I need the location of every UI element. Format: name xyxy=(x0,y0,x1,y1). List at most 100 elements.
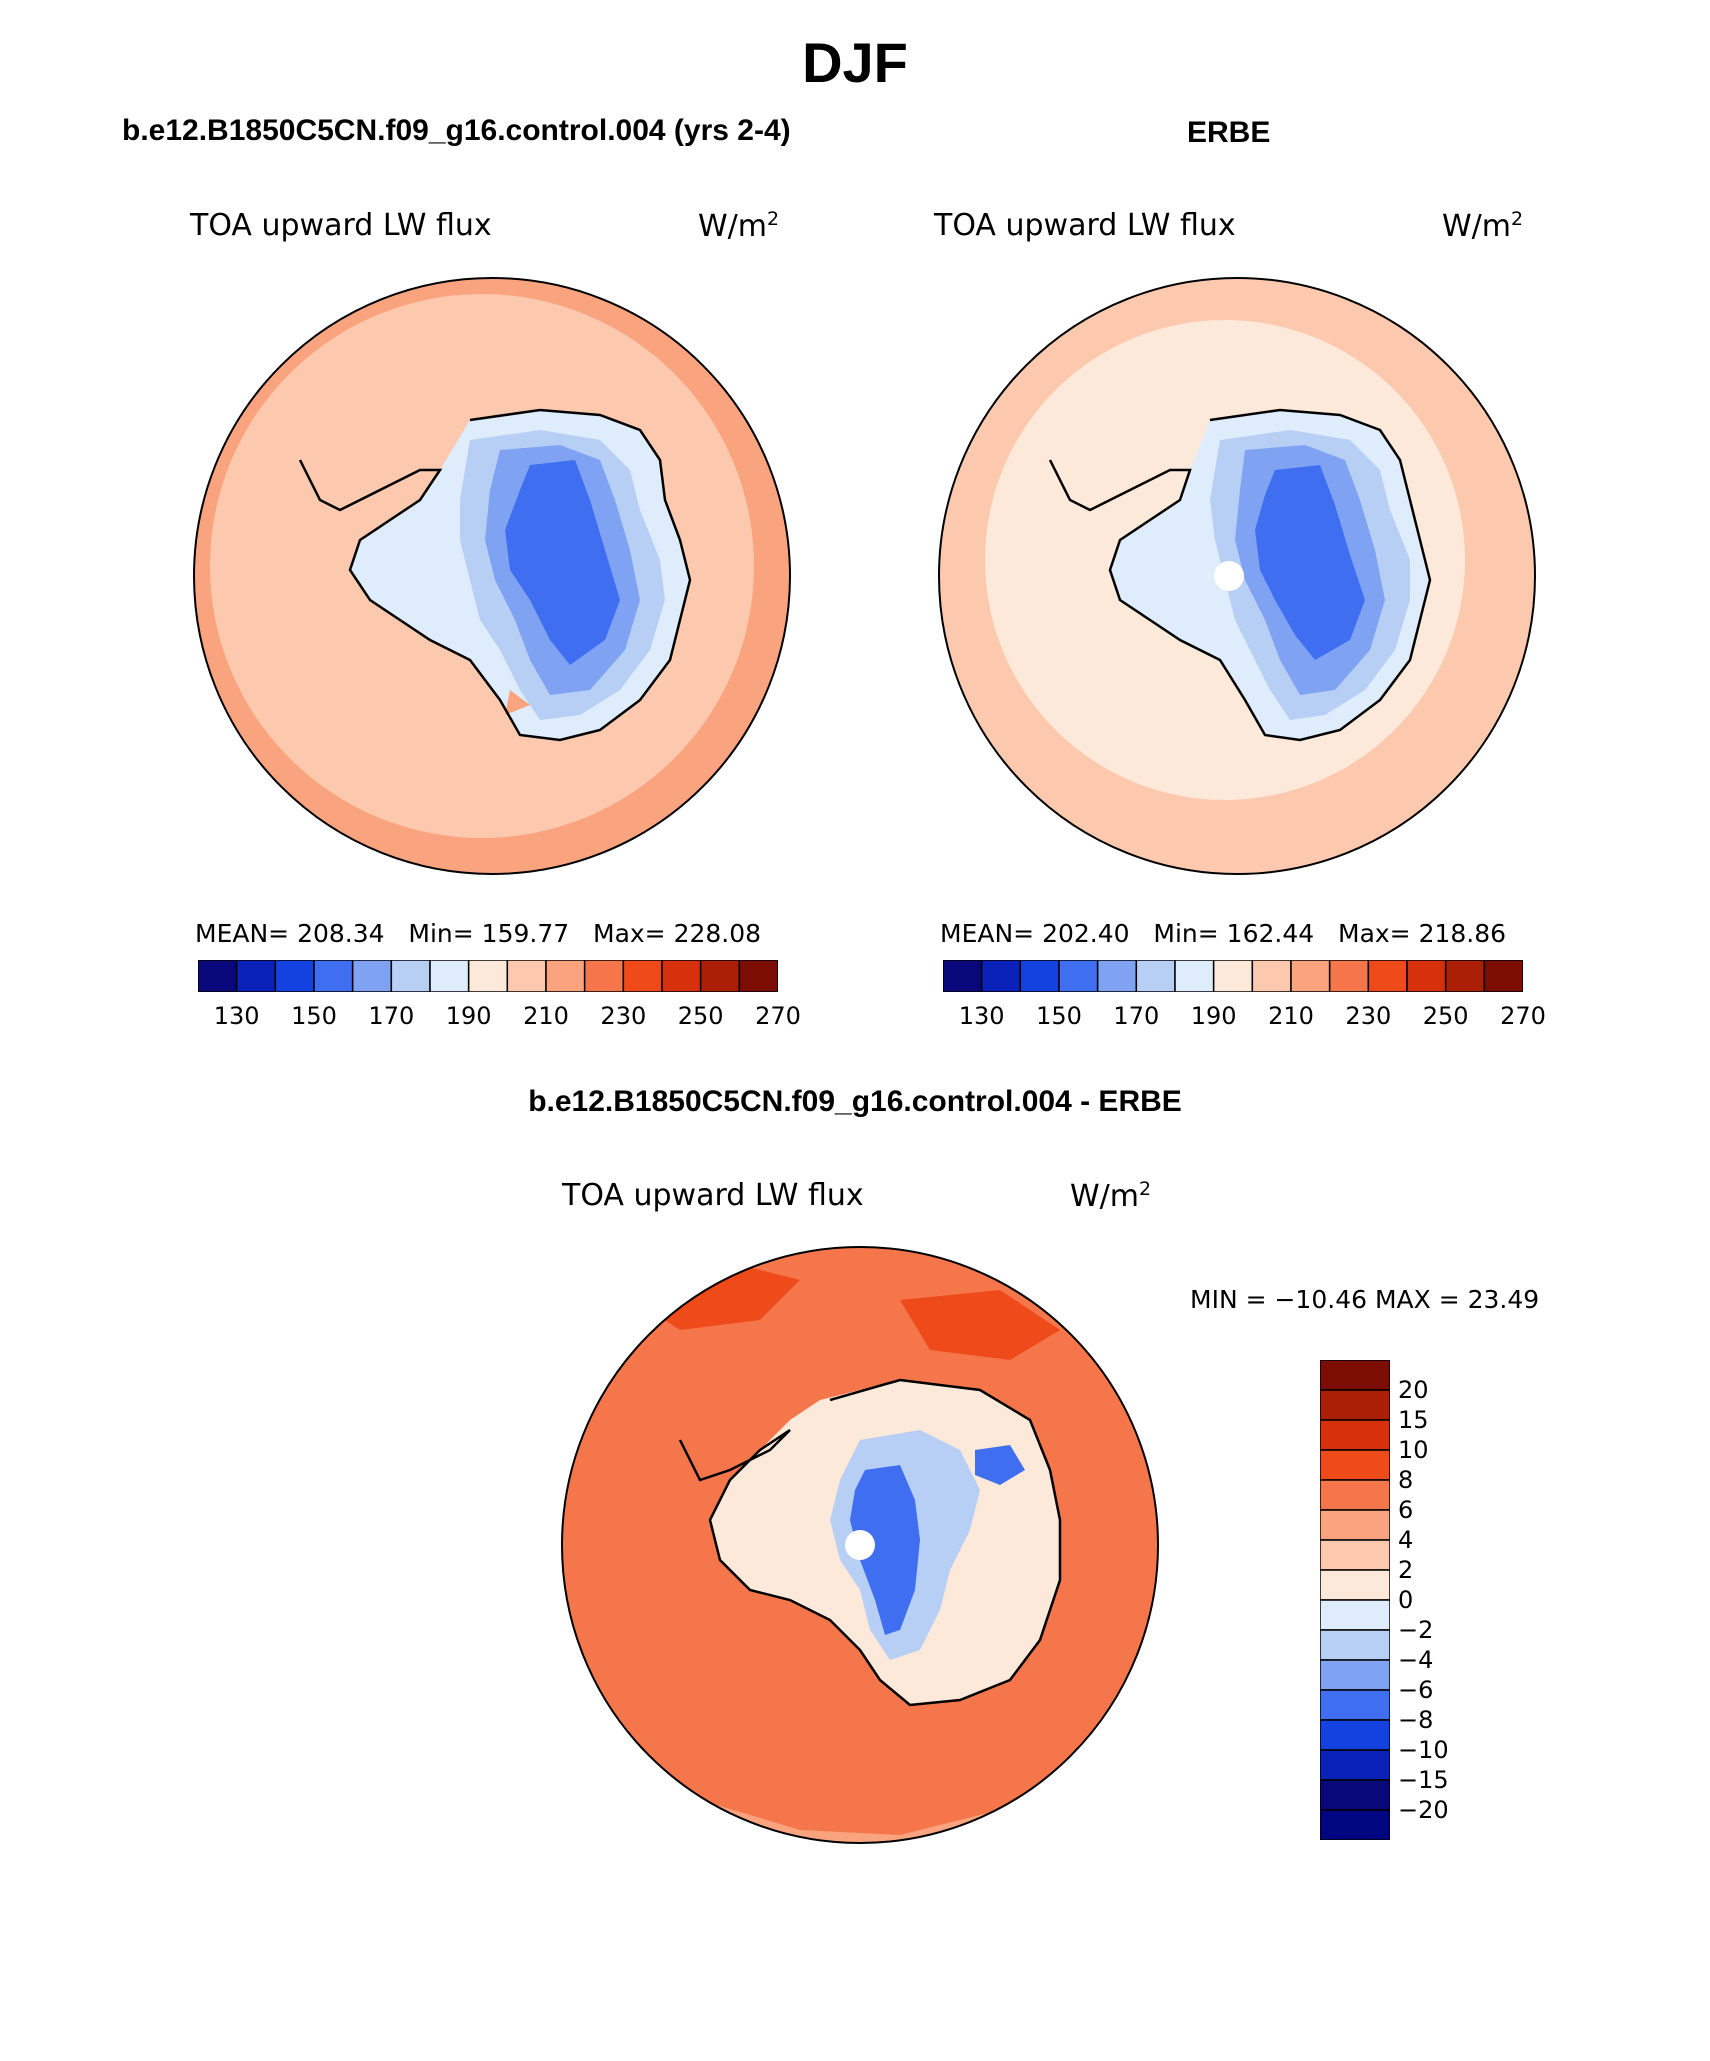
colorbar-tick-label: 150 xyxy=(291,1002,337,1030)
colorbar-swatch xyxy=(1174,960,1215,992)
colorbar-swatch xyxy=(980,960,1022,992)
colorbar-swatch xyxy=(1320,1509,1390,1541)
panel-2-case-title: ERBE xyxy=(1187,116,1271,149)
colorbar-swatch xyxy=(274,960,315,992)
diff-minmax-label: MIN = −10.46 MAX = 23.49 xyxy=(1190,1285,1540,1314)
colorbar-tick-label: 190 xyxy=(445,1002,492,1030)
panel-3-coastline xyxy=(678,1378,1062,1707)
colorbar-tick-label: 170 xyxy=(1113,1002,1160,1030)
colorbar-tick-label: 0 xyxy=(1398,1586,1414,1614)
colorbar-tick-label: 20 xyxy=(1398,1376,1429,1404)
colorbar-tick-label: 190 xyxy=(1190,1002,1237,1030)
colorbar-swatch xyxy=(1483,960,1523,992)
colorbar-swatch xyxy=(1444,960,1486,992)
panel-2-units-label: W/m2 xyxy=(1442,208,1524,244)
colorbar-tick-label: 270 xyxy=(1500,1002,1546,1030)
colorbar-swatch xyxy=(699,960,741,992)
colorbar-tick-label: 130 xyxy=(213,1002,260,1030)
panel-1-coastline xyxy=(298,408,692,742)
colorbar-swatch xyxy=(1406,960,1447,992)
colorbar-tick-label: 130 xyxy=(958,1002,1005,1030)
colorbar-swatch xyxy=(738,960,778,992)
colorbar-swatch xyxy=(506,960,547,992)
colorbar-swatch xyxy=(198,960,238,992)
colorbar-swatch xyxy=(1320,1659,1390,1691)
diff-variable-label: TOA upward LW flux xyxy=(562,1178,864,1213)
diff-units-label: W/m2 xyxy=(1070,1178,1152,1214)
diff-colorbar xyxy=(1320,1360,1390,1840)
colorbar-swatch xyxy=(583,960,625,992)
colorbar-tick-label: 230 xyxy=(600,1002,647,1030)
colorbar-tick-label: 210 xyxy=(523,1002,569,1030)
colorbar-tick-label: 250 xyxy=(677,1002,724,1030)
colorbar-swatch xyxy=(1320,1539,1390,1571)
colorbar-tick-label: −20 xyxy=(1398,1796,1449,1824)
colorbar-swatch xyxy=(1320,1569,1390,1601)
diff-case-title: b.e12.B1850C5CN.f09_g16.control.004 - ER… xyxy=(528,1085,1182,1118)
panel-2-pole-mask xyxy=(1214,561,1244,591)
colorbar-swatch xyxy=(545,960,586,992)
panel-1-case-title: b.e12.B1850C5CN.f09_g16.control.004 (yrs… xyxy=(122,114,791,147)
panel-1-field xyxy=(194,278,790,874)
colorbar-swatch xyxy=(351,960,393,992)
colorbar-tick-label: 8 xyxy=(1398,1466,1414,1494)
colorbar-tick-label: 2 xyxy=(1398,1556,1414,1584)
diff-colorbar-ticks: 20 15 10 8 6 4 2 0 −2 −4 −6 −8 −10 −15 −20 xyxy=(1398,1360,1518,1840)
colorbar-tick-label: −10 xyxy=(1398,1736,1449,1764)
panel-3-pole-mask xyxy=(845,1530,875,1560)
colorbar-tick-label: 4 xyxy=(1398,1526,1414,1554)
colorbar-swatch xyxy=(622,960,663,992)
colorbar-tick-label: 250 xyxy=(1422,1002,1469,1030)
colorbar-swatch xyxy=(1135,960,1176,992)
colorbar-swatch xyxy=(1320,1479,1390,1511)
colorbar-swatch xyxy=(1320,1749,1390,1781)
colorbar-tick-label: 10 xyxy=(1398,1436,1429,1464)
panel-2-colorbar-ticks: 130 150 170 190 210 230 250 270 xyxy=(943,1002,1546,1032)
panel-2-stats: MEAN= 202.40 Min= 162.44 Max= 218.86 xyxy=(940,919,1507,948)
colorbar-swatch xyxy=(1320,1360,1390,1391)
colorbar-swatch xyxy=(1320,1689,1390,1721)
colorbar-tick-label: −6 xyxy=(1398,1676,1434,1704)
colorbar-swatch xyxy=(1096,960,1138,992)
colorbar-tick-label: 270 xyxy=(755,1002,801,1030)
colorbar-tick-label: 170 xyxy=(368,1002,415,1030)
colorbar-swatch xyxy=(1019,960,1060,992)
colorbar-tick-label: 230 xyxy=(1345,1002,1392,1030)
colorbar-swatch xyxy=(1212,960,1254,992)
figure-title: DJF xyxy=(802,31,908,94)
colorbar-swatch xyxy=(1320,1449,1390,1481)
colorbar-swatch xyxy=(1320,1629,1390,1661)
colorbar-swatch xyxy=(467,960,509,992)
colorbar-swatch xyxy=(235,960,277,992)
panel-2-variable-label: TOA upward LW flux xyxy=(934,208,1236,243)
colorbar-swatch xyxy=(429,960,470,992)
colorbar-tick-label: 6 xyxy=(1398,1496,1414,1524)
colorbar-swatch xyxy=(1367,960,1408,992)
colorbar-tick-label: 150 xyxy=(1036,1002,1082,1030)
colorbar-tick-label: −4 xyxy=(1398,1646,1434,1674)
panel-1-variable-label: TOA upward LW flux xyxy=(190,208,492,243)
panel-2-coastline xyxy=(1048,408,1432,742)
colorbar-tick-label: −2 xyxy=(1398,1616,1434,1644)
panel-1-stats: MEAN= 208.34 Min= 159.77 Max= 228.08 xyxy=(195,919,762,948)
panel-3-map-border xyxy=(561,1246,1159,1844)
colorbar-tick-label: 210 xyxy=(1268,1002,1314,1030)
colorbar-swatch xyxy=(1320,1809,1390,1840)
colorbar-swatch xyxy=(661,960,702,992)
colorbar-swatch xyxy=(1320,1419,1390,1451)
colorbar-tick-label: −15 xyxy=(1398,1766,1449,1794)
colorbar-swatch xyxy=(390,960,431,992)
colorbar-swatch xyxy=(1058,960,1099,992)
colorbar-swatch xyxy=(313,960,354,992)
colorbar-swatch xyxy=(1320,1389,1390,1421)
colorbar-tick-label: −8 xyxy=(1398,1706,1434,1734)
panel-1-units-label: W/m2 xyxy=(698,208,780,244)
colorbar-swatch xyxy=(1320,1719,1390,1751)
colorbar-swatch xyxy=(1320,1599,1390,1631)
panel-1-colorbar-ticks: 130 150 170 190 210 230 250 270 xyxy=(198,1002,801,1032)
colorbar-swatch xyxy=(943,960,983,992)
panel-1-colorbar xyxy=(198,960,778,992)
colorbar-swatch xyxy=(1251,960,1292,992)
colorbar-swatch xyxy=(1290,960,1331,992)
